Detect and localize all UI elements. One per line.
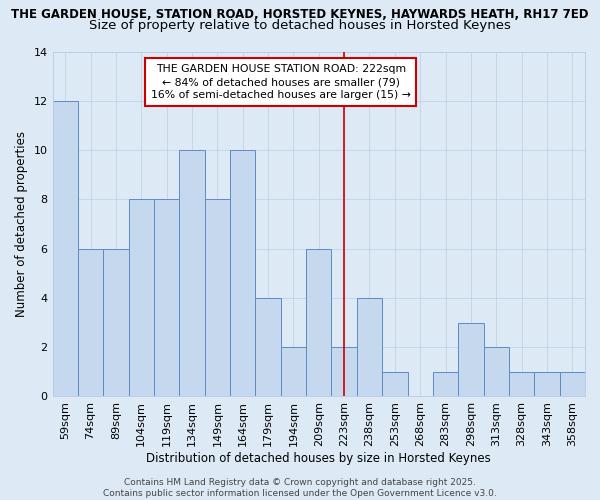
Bar	[103, 248, 128, 396]
X-axis label: Distribution of detached houses by size in Horsted Keynes: Distribution of detached houses by size …	[146, 452, 491, 465]
Bar	[256, 298, 281, 396]
Text: THE GARDEN HOUSE, STATION ROAD, HORSTED KEYNES, HAYWARDS HEATH, RH17 7ED: THE GARDEN HOUSE, STATION ROAD, HORSTED …	[11, 8, 589, 20]
Bar	[357, 298, 382, 396]
Bar	[230, 150, 256, 396]
Bar	[128, 200, 154, 396]
Bar	[78, 248, 103, 396]
Text: Size of property relative to detached houses in Horsted Keynes: Size of property relative to detached ho…	[89, 19, 511, 32]
Bar	[179, 150, 205, 396]
Bar	[331, 347, 357, 397]
Bar	[53, 101, 78, 396]
Text: Contains HM Land Registry data © Crown copyright and database right 2025.
Contai: Contains HM Land Registry data © Crown c…	[103, 478, 497, 498]
Bar	[534, 372, 560, 396]
Text: THE GARDEN HOUSE STATION ROAD: 222sqm
← 84% of detached houses are smaller (79)
: THE GARDEN HOUSE STATION ROAD: 222sqm ← …	[151, 64, 410, 100]
Bar	[281, 347, 306, 397]
Bar	[509, 372, 534, 396]
Bar	[382, 372, 407, 396]
Bar	[433, 372, 458, 396]
Bar	[306, 248, 331, 396]
Bar	[458, 322, 484, 396]
Bar	[560, 372, 585, 396]
Y-axis label: Number of detached properties: Number of detached properties	[15, 131, 28, 317]
Bar	[154, 200, 179, 396]
Bar	[484, 347, 509, 397]
Bar	[205, 200, 230, 396]
